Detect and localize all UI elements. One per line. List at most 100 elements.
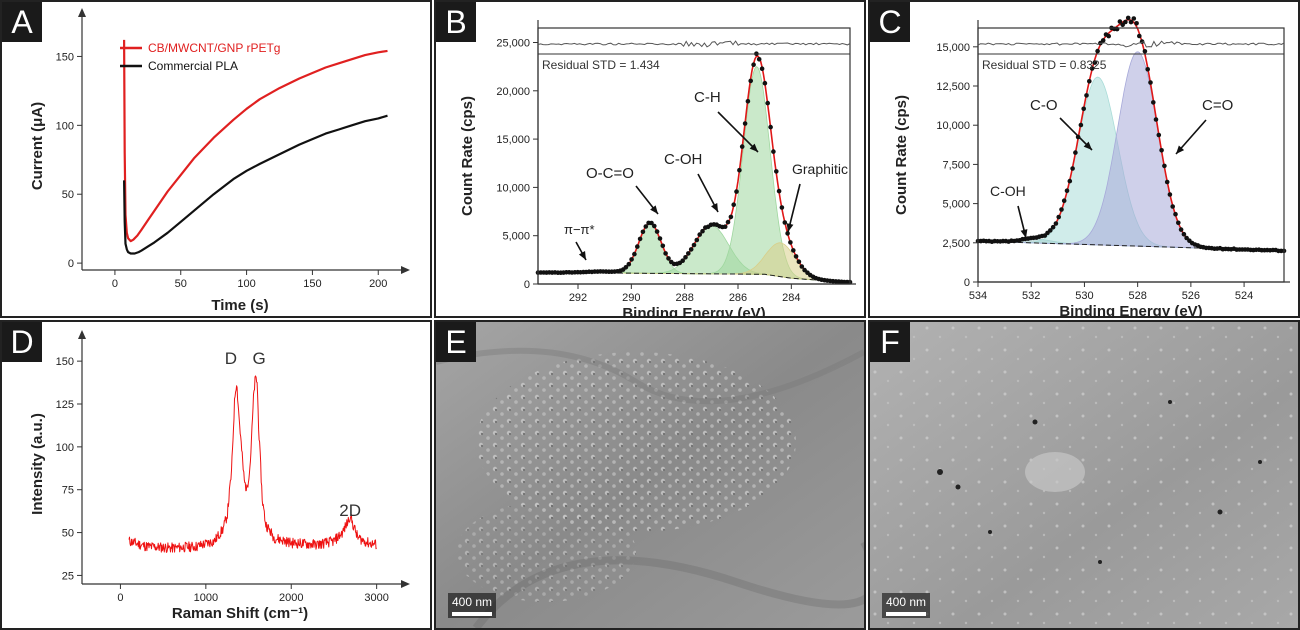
- data-point: [1095, 48, 1100, 54]
- panel-letter-b: B: [436, 2, 476, 42]
- data-point: [683, 255, 688, 260]
- data-point: [643, 224, 649, 229]
- peak-fill-3: [977, 51, 1284, 251]
- scale-line-f: [886, 612, 927, 616]
- data-point: [649, 220, 654, 226]
- x-tick-label: 50: [175, 278, 187, 290]
- annotation-co: C-O: [1030, 97, 1058, 114]
- c1s-xps-chart: 292 290 288 286 284 0 5,000 10,000 15,000 20,000 2…: [459, 20, 856, 316]
- data-point: [657, 236, 663, 241]
- data-point: [1050, 224, 1056, 230]
- y-axis-label: Count Rate (cps): [893, 95, 910, 215]
- data-point: [632, 251, 637, 257]
- y-tick-label: 75: [62, 485, 74, 497]
- data-point: [728, 214, 734, 220]
- annotation-coh: C-OH: [664, 151, 702, 168]
- data-point: [1117, 19, 1123, 24]
- data-point: [742, 121, 748, 126]
- y-axis-arrow: [78, 8, 86, 17]
- panel-letter-d: D: [2, 322, 42, 362]
- plot-frame: [537, 27, 851, 285]
- data-point: [1151, 100, 1156, 105]
- x-axis-label: Binding Energy (eV): [622, 305, 765, 316]
- data-point: [663, 251, 668, 256]
- scale-line-e: [452, 612, 493, 616]
- x-tick-label: 524: [1235, 290, 1253, 302]
- data-point: [796, 259, 802, 265]
- data-point: [722, 224, 728, 229]
- data-point: [660, 243, 666, 249]
- data-point: [791, 248, 796, 253]
- data-point: [1134, 21, 1139, 26]
- data-point: [1064, 188, 1070, 193]
- sem-image-f: [870, 322, 1298, 628]
- y-tick-label: 15,000: [936, 42, 970, 54]
- data-point: [734, 189, 739, 194]
- data-point: [1128, 19, 1134, 25]
- data-point: [1087, 79, 1092, 84]
- panel-a: A 0 50 100 150 200 0 50 100 150 Time (s) Current (…: [0, 0, 432, 318]
- data-point: [635, 244, 640, 249]
- o1s-xps-chart: 534 532 530 528 526 524 0 2,500 5,000 7,500 10,000…: [893, 15, 1290, 316]
- panel-c: C 534 532 530 528 526 524 0 2,500 5,000 7,500 10,0…: [868, 0, 1300, 318]
- annotation-graphitic: Graphitic: [792, 161, 848, 177]
- y-tick-label: 150: [56, 356, 74, 368]
- x-tick-label: 0: [112, 278, 118, 290]
- x-axis-label: Binding Energy (eV): [1059, 303, 1202, 316]
- x-tick-label: 0: [117, 592, 123, 604]
- panel-b: B 292 290 288 286 284 0 5,000 10,000 15,000 20,00…: [434, 0, 866, 318]
- arrow-c-double-o-head: [1176, 145, 1185, 154]
- data-point: [694, 237, 700, 243]
- data-point: [1048, 228, 1053, 233]
- data-point: [731, 202, 736, 207]
- data-point: [739, 144, 745, 149]
- data-point: [1067, 178, 1073, 184]
- raman-spectrum: [128, 375, 377, 553]
- arrow-ch-head: [749, 143, 758, 152]
- raman-chart: 0 1000 2000 3000 25 50 75 100 125 150 Raman Shift …: [29, 330, 410, 622]
- annotation-g-band: G: [252, 349, 265, 368]
- scale-bar-e: 400 nm: [448, 593, 497, 618]
- x-axis-label: Time (s): [211, 297, 268, 314]
- data-point: [1061, 198, 1067, 203]
- data-point: [762, 80, 768, 86]
- data-point: [1073, 150, 1078, 155]
- data-point: [654, 229, 660, 234]
- y-tick-label: 150: [56, 51, 74, 63]
- data-point: [1106, 33, 1111, 39]
- data-point: [1059, 207, 1064, 212]
- data-point: [799, 264, 805, 269]
- annotation-coh: C-OH: [990, 183, 1026, 199]
- x-tick-label: 530: [1075, 290, 1093, 302]
- arrow-pi-head: [578, 251, 586, 260]
- data-point: [737, 167, 742, 173]
- peak-fill-5: [538, 242, 850, 283]
- x-axis-label: Raman Shift (cm⁻¹): [172, 605, 308, 622]
- series-line-2: [123, 114, 388, 255]
- residual-std-label: Residual STD = 0.8325: [982, 58, 1107, 72]
- y-tick-label: 0: [964, 277, 970, 289]
- data-point: [765, 100, 770, 106]
- data-point: [697, 232, 702, 237]
- x-tick-label: 3000: [364, 592, 388, 604]
- y-tick-label: 15,000: [496, 134, 530, 146]
- x-tick-label: 150: [303, 278, 321, 290]
- data-point: [1162, 163, 1167, 169]
- data-point: [680, 258, 685, 264]
- data-point: [759, 66, 765, 71]
- data-point: [1084, 93, 1089, 98]
- data-point: [666, 256, 671, 261]
- data-point: [776, 188, 782, 194]
- data-point: [652, 223, 657, 229]
- data-point: [1089, 66, 1095, 71]
- x-tick-label: 2000: [279, 592, 303, 604]
- legend-label-2: Commercial PLA: [148, 59, 238, 73]
- data-point: [779, 205, 785, 210]
- x-tick-label: 288: [675, 292, 693, 304]
- y-axis-label: Current (μA): [29, 102, 46, 190]
- y-tick-label: 25,000: [496, 37, 530, 49]
- data-point: [1176, 220, 1181, 226]
- panel-d: D 0 1000 2000 3000 25 50 75 100 125 150 Raman Shif…: [0, 320, 432, 630]
- y-tick-label: 10,000: [936, 120, 970, 132]
- data-point: [1081, 106, 1086, 112]
